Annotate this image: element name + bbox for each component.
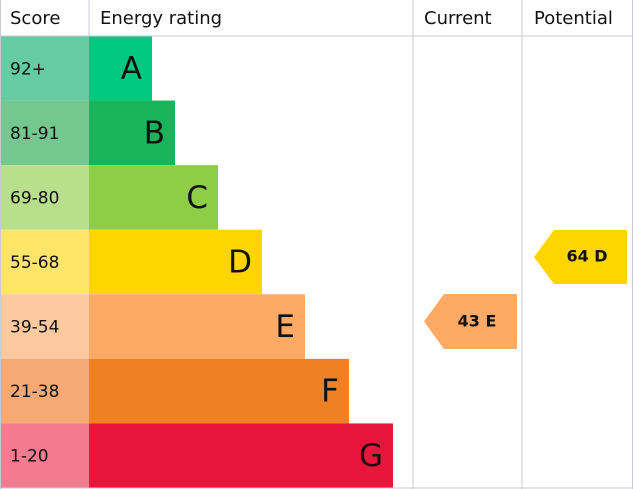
rating-bar xyxy=(89,36,152,101)
score-cell xyxy=(0,423,89,488)
score-range: 69-80 xyxy=(10,188,59,208)
rating-bar xyxy=(89,423,393,488)
rating-letter: C xyxy=(186,180,208,216)
rating-letter: A xyxy=(121,51,142,87)
rating-bar xyxy=(89,100,175,166)
score-cell xyxy=(0,100,89,166)
score-range: 55-68 xyxy=(10,253,59,273)
rating-bar xyxy=(89,229,262,295)
current-rating: 43 E xyxy=(458,312,497,331)
current-arrow xyxy=(424,294,517,349)
header: Potential xyxy=(534,8,613,29)
score-cell xyxy=(0,36,89,101)
score-range: 92+ xyxy=(10,59,46,79)
score-cell xyxy=(0,294,89,359)
rating-bar xyxy=(89,358,349,424)
rating-bar xyxy=(89,294,305,359)
score-cell xyxy=(0,358,89,424)
potential-rating: 64 D xyxy=(566,247,607,266)
rating-letter: G xyxy=(359,438,383,474)
score-cell xyxy=(0,165,89,230)
score-range: 1-20 xyxy=(10,447,49,467)
header: Current xyxy=(424,8,492,29)
rating-letter: B xyxy=(144,115,165,151)
score-range: 21-38 xyxy=(10,382,59,402)
rating-bar xyxy=(89,165,218,230)
rating-letter: E xyxy=(275,309,295,345)
header: Score xyxy=(10,8,60,29)
score-range: 39-54 xyxy=(10,318,59,338)
score-range: 81-91 xyxy=(10,124,59,144)
potential-arrow xyxy=(534,230,627,284)
rating-letter: F xyxy=(321,374,339,410)
header: Energy rating xyxy=(100,8,222,29)
rating-letter: D xyxy=(228,245,252,281)
score-cell xyxy=(0,229,89,295)
